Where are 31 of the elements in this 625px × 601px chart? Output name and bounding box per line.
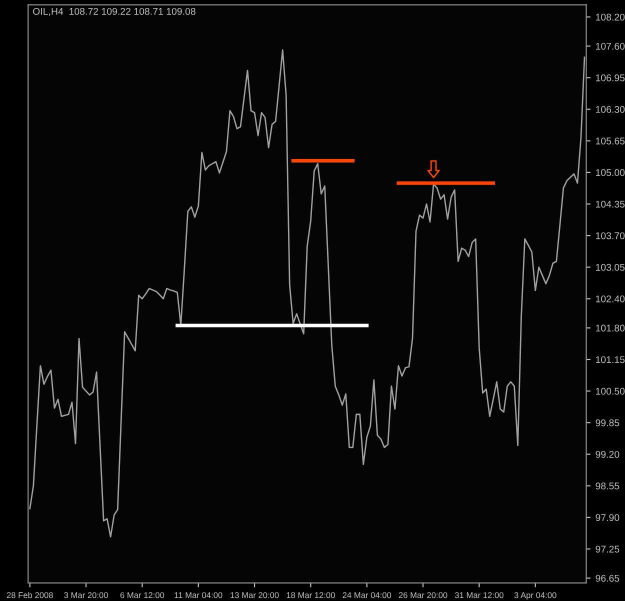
y-tick-label: 105.65 (596, 138, 625, 144)
x-tick-label: 13 Mar 20:00 (230, 592, 279, 598)
x-tick-label: 6 Mar 12:00 (120, 592, 164, 598)
y-tick-label: 97.25 (596, 546, 620, 553)
y-tick-label: 106.30 (596, 106, 625, 113)
x-tick-label: 24 Mar 04:00 (342, 592, 392, 598)
x-tick-label: 11 Mar 04:00 (174, 592, 222, 598)
y-tick-label: 108.20 (596, 14, 625, 21)
y-tick-label: 98.55 (596, 482, 620, 490)
y-tick-label: 105.00 (596, 169, 625, 176)
y-tick-label: 103.70 (596, 232, 625, 240)
y-tick-label: 99.20 (596, 450, 620, 458)
x-tick-label: 28 Feb 2008 (6, 592, 53, 598)
y-tick-label: 104.35 (596, 200, 625, 208)
y-tick-label: 101.80 (596, 324, 625, 332)
y-tick-label: 100.50 (596, 388, 625, 395)
chart-title: OIL,H4 108.72 109.22 108.71 109.08 (33, 8, 196, 16)
x-tick-label: 26 Mar 20:00 (398, 592, 448, 598)
y-tick-label: 102.40 (596, 295, 625, 302)
y-tick-label: 96.65 (596, 574, 620, 582)
x-tick-label: 31 Mar 12:00 (454, 592, 504, 598)
y-tick-label: 106.95 (596, 74, 625, 82)
x-tick-label: 3 Apr 04:00 (514, 592, 556, 600)
x-tick-label: 18 Mar 12:00 (286, 592, 335, 598)
y-tick-label: 99.85 (596, 419, 620, 426)
y-tick-label: 103.05 (596, 264, 625, 271)
x-tick-label: 3 Mar 20:00 (64, 592, 108, 598)
y-tick-label: 101.15 (596, 356, 625, 364)
y-tick-label: 97.90 (596, 514, 620, 521)
y-tick-label: 107.60 (596, 42, 625, 50)
line-series (29, 49, 586, 538)
